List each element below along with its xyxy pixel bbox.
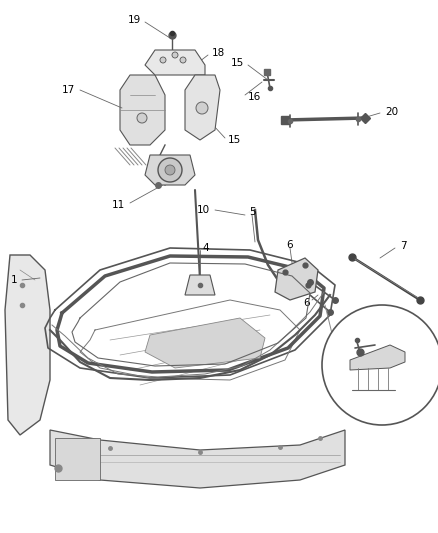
- Circle shape: [165, 165, 175, 175]
- Text: 15: 15: [231, 58, 244, 68]
- Polygon shape: [185, 75, 220, 140]
- Circle shape: [172, 52, 178, 58]
- Polygon shape: [185, 275, 215, 295]
- Text: 5: 5: [249, 207, 255, 217]
- Circle shape: [196, 102, 208, 114]
- Text: 18: 18: [212, 48, 225, 58]
- Text: 1: 1: [11, 275, 17, 285]
- Text: 6: 6: [304, 298, 310, 308]
- Text: 11: 11: [112, 200, 125, 210]
- Text: 16: 16: [248, 92, 261, 102]
- Text: 10: 10: [197, 205, 210, 215]
- Text: 17: 17: [62, 85, 75, 95]
- Polygon shape: [275, 258, 318, 300]
- Text: 20: 20: [385, 107, 398, 117]
- Circle shape: [137, 113, 147, 123]
- Text: 8: 8: [340, 370, 347, 380]
- Text: 9: 9: [400, 337, 406, 347]
- Circle shape: [322, 305, 438, 425]
- Polygon shape: [350, 345, 405, 370]
- Polygon shape: [145, 155, 195, 185]
- Polygon shape: [50, 430, 345, 488]
- Text: 6: 6: [287, 240, 293, 250]
- Text: 4: 4: [202, 243, 208, 253]
- Polygon shape: [120, 75, 165, 145]
- Text: 15: 15: [228, 135, 241, 145]
- Polygon shape: [145, 50, 205, 75]
- Polygon shape: [55, 438, 100, 480]
- Text: 19: 19: [128, 15, 141, 25]
- Text: 7: 7: [400, 241, 406, 251]
- Circle shape: [160, 57, 166, 63]
- Polygon shape: [5, 255, 50, 435]
- Circle shape: [180, 57, 186, 63]
- Polygon shape: [145, 318, 265, 368]
- Circle shape: [158, 158, 182, 182]
